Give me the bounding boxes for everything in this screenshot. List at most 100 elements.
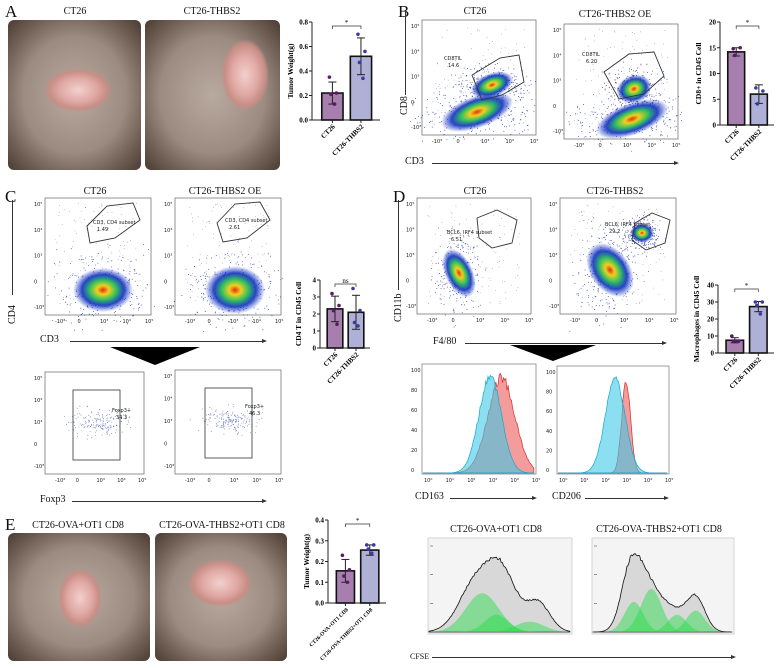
event-dot [234,418,236,420]
event-dot [505,28,506,30]
event-dot [476,245,478,247]
y-tick-label: 10⁵ [406,202,414,208]
event-dot [610,77,611,79]
event-dot [219,413,221,415]
event-dot [515,100,517,102]
event-dot [262,214,264,216]
event-dot [510,73,512,75]
y-tick-label: 0.2 [299,92,308,100]
x-axis-label: CFSE [410,652,430,661]
event-dot [227,254,229,256]
event-dot [446,29,448,31]
event-dot [476,70,478,72]
x-tick-label: CT26 [322,350,340,368]
event-dot [439,245,441,247]
event-dot [230,261,232,263]
event-dot [625,248,627,250]
event-dot [629,68,630,70]
event-dot [460,85,462,87]
event-dot [649,135,651,137]
event-dot [602,86,604,88]
event-dot [228,404,229,406]
x-tick-label: 10⁵ [138,478,146,484]
event-dot [187,245,189,247]
event-dot [585,228,587,229]
y-tick-label: 10³ [164,254,172,260]
event-dot [513,86,515,88]
event-dot [624,235,626,237]
event-dot [101,427,102,429]
event-dot [242,426,244,427]
event-dot [448,241,450,242]
event-dot [82,313,84,315]
event-dot [432,111,434,113]
event-dot [439,102,441,104]
event-dot [634,255,636,257]
event-dot [476,258,478,260]
event-dot [70,303,72,304]
event-dot [611,143,613,145]
data-point [371,543,376,547]
x-tick-label: 0 [457,139,460,145]
event-dot [609,86,611,88]
event-dot [608,302,610,304]
event-dot [248,421,250,423]
event-dot [581,239,583,241]
event-dot [458,81,460,83]
event-dot [59,294,61,295]
event-dot [624,234,626,236]
event-dot [463,138,465,140]
event-dot [519,232,521,234]
event-dot [242,414,244,416]
event-dot [642,138,644,140]
event-dot [438,93,440,95]
event-dot [661,54,662,56]
event-dot [588,248,590,250]
event-dot [579,239,580,241]
event-dot [635,274,637,276]
event-dot [574,282,576,284]
x-tick-label: 0 [76,478,79,484]
event-dot [253,408,255,409]
event-dot [467,248,469,250]
x-tick-label: 10⁴ [123,319,131,325]
event-dot [459,235,461,237]
event-dot [191,213,193,215]
event-dot [243,207,244,209]
event-dot [614,95,615,97]
event-dot [211,257,213,259]
event-dot [504,138,506,139]
y-tick-label: 0 [411,468,414,474]
event-dot [511,121,513,122]
event-dot [601,71,603,73]
event-dot [487,49,489,50]
event-dot [577,233,578,235]
event-dot [609,72,611,74]
event-dot [450,247,452,249]
event-dot [199,259,201,261]
event-dot [463,304,465,306]
event-dot [270,282,272,284]
event-dot [607,303,609,305]
bar [726,51,746,126]
event-dot [654,224,656,226]
event-dot [209,407,211,409]
event-dot [524,85,526,87]
tumor-photo [8,533,150,661]
event-dot [625,35,626,37]
data-point [366,547,371,551]
event-dot [109,245,110,247]
event-dot [219,421,220,422]
event-dot [644,141,645,143]
event-dot [599,305,601,307]
event-dot [140,304,142,306]
event-dot [426,107,428,109]
event-dot [113,418,115,420]
x-tick-label: 10⁵ [145,319,153,325]
event-dot [249,432,251,434]
event-dot [99,415,101,417]
data-point [731,339,736,343]
control-histogram [558,376,667,474]
event-dot [676,115,678,117]
event-dot [636,275,638,277]
